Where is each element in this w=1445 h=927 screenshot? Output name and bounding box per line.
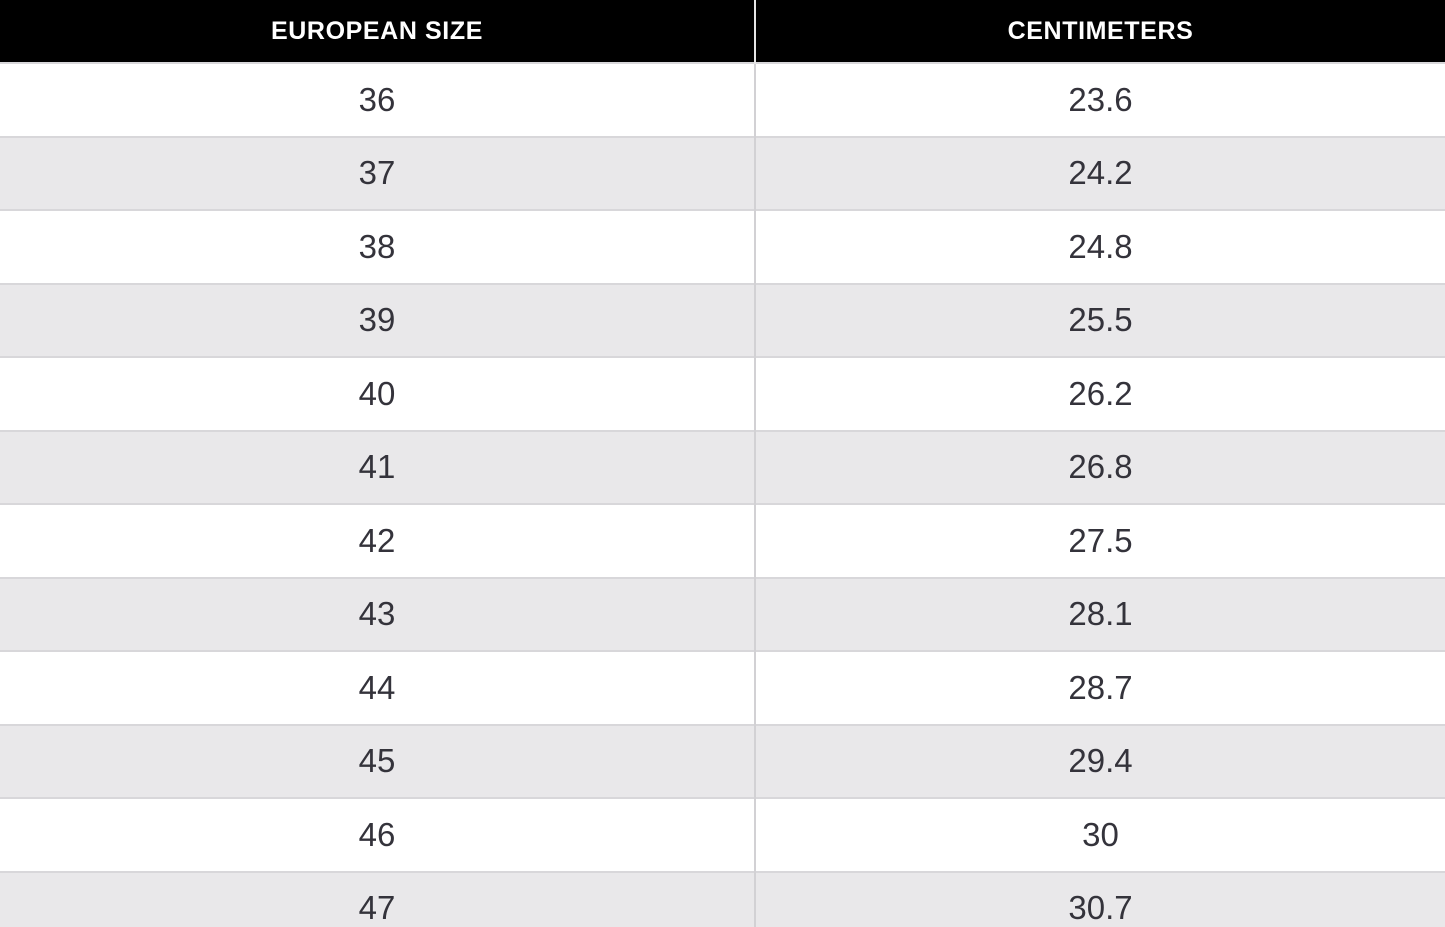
cell-european-size: 42 xyxy=(0,503,756,578)
column-header-centimeters: CENTIMETERS xyxy=(755,0,1445,63)
cell-european-size: 38 xyxy=(0,209,756,284)
cell-centimeters: 26.2 xyxy=(755,356,1445,431)
cell-european-size: 46 xyxy=(0,797,756,872)
cell-european-size: 45 xyxy=(0,723,756,798)
table-row: 42 27.5 xyxy=(0,503,1445,578)
cell-european-size: 44 xyxy=(0,650,756,725)
cell-centimeters: 28.7 xyxy=(755,650,1445,725)
cell-centimeters: 24.2 xyxy=(755,135,1445,210)
cell-centimeters: 25.5 xyxy=(755,282,1445,357)
table-row: 45 29.4 xyxy=(0,723,1445,798)
cell-european-size: 43 xyxy=(0,576,756,651)
table-row: 36 23.6 xyxy=(0,62,1445,137)
table-row: 37 24.2 xyxy=(0,135,1445,210)
cell-european-size: 37 xyxy=(0,135,756,210)
table-row: 41 26.8 xyxy=(0,429,1445,504)
cell-centimeters: 27.5 xyxy=(755,503,1445,578)
table-row: 43 28.1 xyxy=(0,576,1445,651)
cell-centimeters: 24.8 xyxy=(755,209,1445,284)
cell-european-size: 41 xyxy=(0,429,756,504)
cell-centimeters: 28.1 xyxy=(755,576,1445,651)
table-row: 38 24.8 xyxy=(0,209,1445,284)
cell-centimeters: 30.7 xyxy=(755,870,1445,927)
cell-european-size: 40 xyxy=(0,356,756,431)
cell-centimeters: 23.6 xyxy=(755,62,1445,137)
column-header-european-size: EUROPEAN SIZE xyxy=(0,0,756,63)
cell-centimeters: 26.8 xyxy=(755,429,1445,504)
cell-european-size: 47 xyxy=(0,870,756,927)
table-row: 39 25.5 xyxy=(0,282,1445,357)
table-row: 40 26.2 xyxy=(0,356,1445,431)
table-header-row: EUROPEAN SIZE CENTIMETERS xyxy=(0,0,1445,63)
table-row: 44 28.7 xyxy=(0,650,1445,725)
table-row: 46 30 xyxy=(0,797,1445,872)
cell-centimeters: 30 xyxy=(755,797,1445,872)
cell-european-size: 39 xyxy=(0,282,756,357)
cell-centimeters: 29.4 xyxy=(755,723,1445,798)
table-body: 36 23.6 37 24.2 38 24.8 39 25.5 40 26.2 41 26.8 42 27… xyxy=(0,62,1445,927)
cell-european-size: 36 xyxy=(0,62,756,137)
table-row: 47 30.7 xyxy=(0,870,1445,927)
